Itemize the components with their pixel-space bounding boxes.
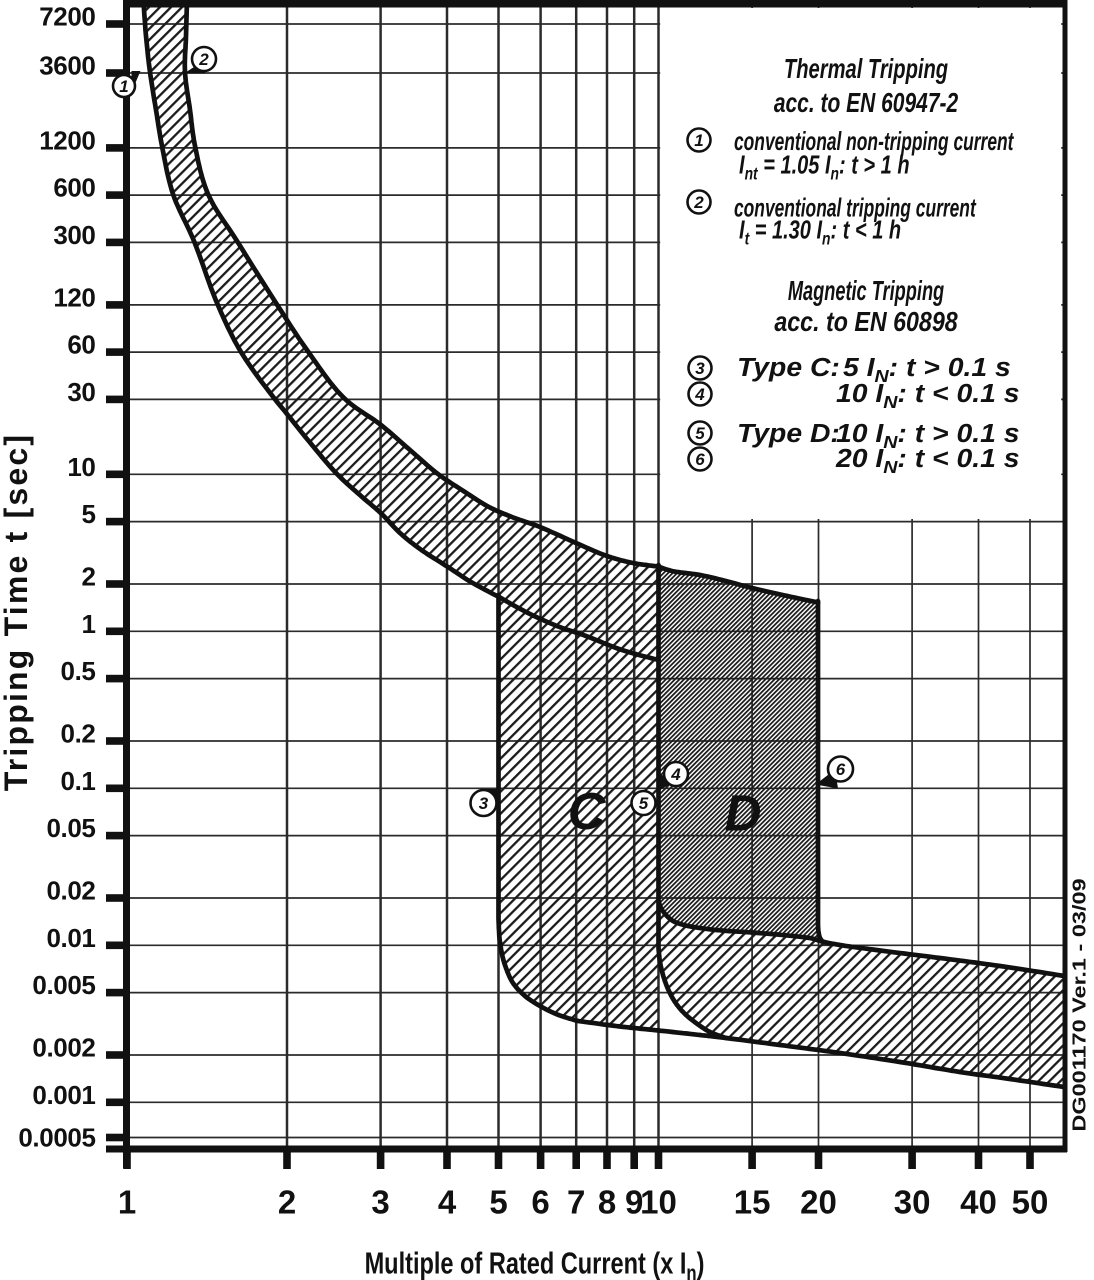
- svg-text:acc. to EN 60898: acc. to EN 60898: [774, 307, 958, 337]
- svg-text:5: 5: [639, 794, 649, 813]
- svg-text:5 IN: t > 0.1 s: 5 IN: t > 0.1 s: [843, 352, 1011, 386]
- svg-text:0.005: 0.005: [32, 970, 95, 1000]
- svg-text:acc. to EN 60947-2: acc. to EN 60947-2: [774, 88, 959, 119]
- svg-text:600: 600: [53, 173, 95, 203]
- svg-text:30: 30: [894, 1184, 931, 1221]
- svg-text:3: 3: [371, 1184, 389, 1221]
- svg-text:0.05: 0.05: [46, 813, 95, 843]
- svg-text:15: 15: [734, 1184, 771, 1221]
- svg-text:2: 2: [198, 50, 209, 69]
- svg-text:1: 1: [118, 1184, 136, 1221]
- svg-text:30: 30: [67, 377, 95, 407]
- svg-text:4: 4: [694, 385, 705, 404]
- svg-text:1: 1: [81, 609, 95, 639]
- svg-text:D: D: [725, 785, 762, 842]
- svg-text:It = 1.30 In: t < 1 h: It = 1.30 In: t < 1 h: [739, 215, 901, 249]
- svg-text:3: 3: [479, 794, 489, 813]
- svg-text:conventional non-tripping curr: conventional non-tripping current: [734, 127, 1015, 156]
- svg-text:10 IN: t < 0.1 s: 10 IN: t < 0.1 s: [836, 378, 1019, 412]
- svg-text:2: 2: [81, 562, 95, 592]
- svg-text:0.1: 0.1: [61, 766, 96, 796]
- svg-text:4: 4: [670, 765, 681, 784]
- svg-text:1200: 1200: [39, 125, 95, 155]
- svg-text:10: 10: [640, 1184, 677, 1221]
- svg-text:0.5: 0.5: [61, 656, 96, 686]
- svg-text:10: 10: [67, 452, 95, 482]
- svg-text:1: 1: [119, 77, 128, 96]
- svg-text:2: 2: [278, 1184, 296, 1221]
- svg-text:10 IN: t > 0.1 s: 10 IN: t > 0.1 s: [836, 418, 1019, 452]
- svg-text:7200: 7200: [39, 2, 95, 32]
- svg-text:0.02: 0.02: [46, 876, 95, 906]
- svg-text:9: 9: [625, 1184, 643, 1221]
- svg-text:0.2: 0.2: [61, 719, 96, 749]
- svg-text:C: C: [568, 783, 607, 841]
- svg-text:300: 300: [53, 220, 95, 250]
- svg-text:Magnetic Tripping: Magnetic Tripping: [788, 276, 945, 307]
- svg-text:6: 6: [695, 450, 705, 469]
- svg-text:0.0005: 0.0005: [18, 1123, 95, 1153]
- svg-text:0.002: 0.002: [32, 1033, 95, 1063]
- svg-text:7: 7: [567, 1184, 585, 1221]
- svg-text:0.01: 0.01: [46, 923, 95, 953]
- svg-text:50: 50: [1012, 1184, 1049, 1221]
- svg-text:5: 5: [489, 1184, 507, 1221]
- svg-text:60: 60: [67, 330, 95, 360]
- svg-text:5: 5: [695, 424, 705, 443]
- svg-text:120: 120: [53, 282, 95, 312]
- svg-text:5: 5: [81, 499, 95, 529]
- svg-text:3: 3: [695, 359, 705, 378]
- svg-text:2: 2: [693, 193, 704, 212]
- svg-text:4: 4: [438, 1184, 457, 1221]
- svg-text:20: 20: [800, 1184, 837, 1221]
- svg-text:DG001170 Ver.1 - 03/09: DG001170 Ver.1 - 03/09: [1070, 878, 1090, 1131]
- svg-text:Type C:: Type C:: [737, 352, 840, 382]
- svg-text:Multiple of Rated Current (x I: Multiple of Rated Current (x In): [365, 1245, 705, 1280]
- svg-text:8: 8: [598, 1184, 616, 1221]
- svg-text:6: 6: [531, 1184, 549, 1221]
- svg-text:Int = 1.05 In: t > 1 h: Int = 1.05 In: t > 1 h: [739, 150, 910, 184]
- svg-text:Thermal Tripping: Thermal Tripping: [784, 54, 948, 85]
- svg-text:20 IN: t < 0.1 s: 20 IN: t < 0.1 s: [835, 443, 1020, 477]
- svg-text:conventional tripping current: conventional tripping current: [734, 193, 977, 222]
- svg-text:Tripping Time t [sec]: Tripping Time t [sec]: [0, 433, 34, 792]
- svg-text:0.001: 0.001: [32, 1080, 95, 1110]
- svg-text:3600: 3600: [39, 51, 95, 81]
- svg-text:6: 6: [836, 760, 846, 779]
- svg-text:40: 40: [960, 1184, 997, 1221]
- svg-text:1: 1: [694, 131, 703, 150]
- svg-text:Type D:: Type D:: [737, 418, 840, 448]
